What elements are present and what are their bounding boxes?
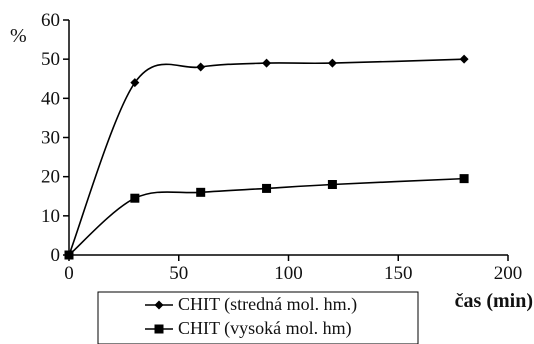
series-2 — [64, 174, 469, 260]
x-tick-label: 0 — [64, 263, 74, 284]
diamond-marker — [327, 58, 337, 68]
square-marker — [130, 193, 140, 203]
series-line — [68, 177, 465, 256]
square-marker — [327, 180, 337, 189]
legend-diamond-marker — [154, 300, 164, 310]
legend-label: CHIT (stredná mol. hm.) — [178, 294, 357, 315]
square-marker — [459, 174, 469, 184]
series-1 — [64, 54, 469, 260]
x-tick-label: 50 — [169, 263, 188, 284]
y-tick-label: 50 — [41, 49, 60, 70]
y-tick-label: 10 — [41, 206, 60, 227]
legend: CHIT (stredná mol. hm.) CHIT (vysoká mol.… — [97, 291, 419, 344]
legend-item: CHIT (vysoká mol. hm) — [145, 318, 352, 339]
series-line — [68, 58, 465, 256]
x-ticks: 0 50 100 150 200 — [64, 255, 522, 284]
plot-area: 0 10 20 30 40 50 60 0 50 100 150 200 — [41, 10, 522, 284]
diamond-marker — [459, 54, 469, 64]
y-tick-label: 30 — [41, 128, 60, 149]
legend-items: CHIT (stredná mol. hm.) CHIT (vysoká mol.… — [145, 294, 357, 339]
x-axis-title: čas (min) — [455, 290, 533, 312]
x-tick-label: 100 — [274, 263, 303, 284]
square-marker — [64, 250, 74, 260]
legend-square-marker — [154, 324, 164, 334]
legend-box — [97, 291, 419, 344]
x-tick-label: 150 — [384, 263, 413, 284]
y-axis-title: % — [10, 25, 27, 47]
y-ticks: 0 10 20 30 40 50 60 — [41, 10, 69, 266]
series-layer — [64, 54, 469, 260]
square-marker — [262, 183, 272, 193]
diamond-marker — [262, 58, 272, 68]
diamond-marker — [196, 62, 206, 72]
legend-label: CHIT (vysoká mol. hm) — [178, 318, 352, 339]
diamond-marker — [130, 78, 140, 88]
square-marker — [196, 187, 206, 197]
y-tick-label: 0 — [51, 245, 61, 266]
y-tick-label: 20 — [41, 167, 60, 188]
y-tick-label: 60 — [41, 10, 60, 31]
y-tick-label: 40 — [41, 88, 60, 109]
legend-item: CHIT (stredná mol. hm.) — [145, 294, 357, 315]
x-tick-label: 200 — [494, 263, 523, 284]
